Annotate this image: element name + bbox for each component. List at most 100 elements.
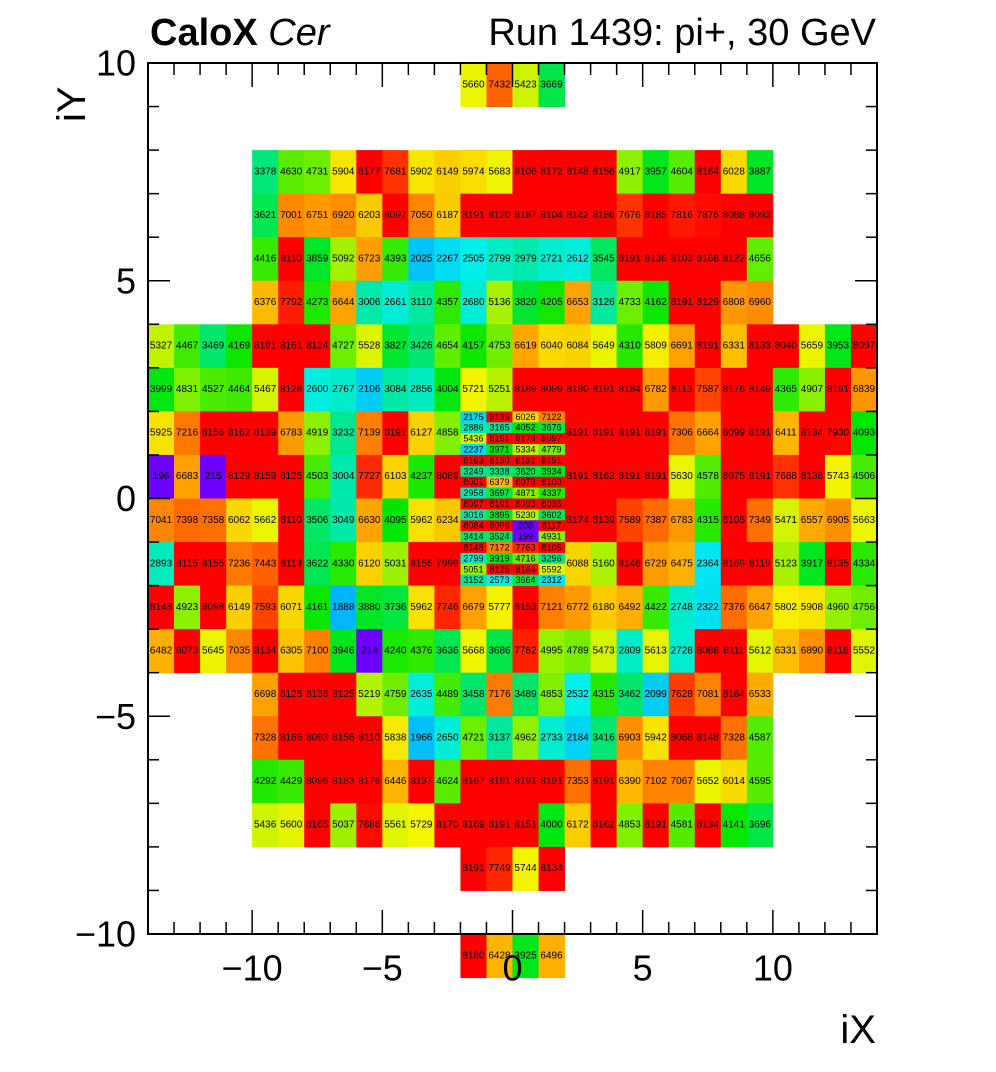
cell-value-label: 4960: [827, 602, 850, 613]
cell-value-label: 6783: [280, 428, 303, 439]
heatmap-cell: [460, 487, 487, 499]
cell-value-label: 8119: [749, 558, 771, 569]
heatmap-cell: [564, 498, 592, 543]
cell-value-label: 7176: [488, 689, 511, 700]
cell-value-label: 8191: [542, 455, 562, 465]
cell-value-label: 4907: [801, 384, 824, 395]
heatmap-cell: [824, 411, 852, 456]
heatmap-cell: [460, 237, 487, 282]
cell-value-label: 6149: [436, 166, 459, 177]
cell-value-label: 6127: [410, 428, 433, 439]
heatmap-cell: [694, 454, 722, 499]
heatmap-cell: [252, 324, 279, 369]
heatmap-cell: [824, 498, 852, 543]
cell-value-label: 8177: [358, 166, 381, 177]
heatmap-cell: [356, 672, 383, 717]
heatmap-cell: [304, 759, 331, 804]
cell-value-label: 2099: [645, 689, 668, 700]
y-axis-label: iY: [50, 86, 94, 122]
cell-value-label: 6446: [384, 776, 407, 787]
cell-value-label: 8191: [645, 428, 668, 439]
heatmap-cell: [538, 367, 566, 412]
heatmap-cell: [772, 411, 800, 456]
heatmap-cell: [460, 672, 487, 717]
heatmap-cell: [408, 411, 435, 456]
axis-ticks: −10 −5 0 5 10 10 5 0 −5 −10: [75, 43, 878, 989]
heatmap-cell: [434, 411, 461, 456]
cell-value-label: 3971: [489, 445, 509, 455]
cell-value-label: 4919: [306, 428, 329, 439]
heatmap-cell: [148, 367, 175, 412]
cell-value-label: 5471: [775, 515, 798, 526]
heatmap-cell: [564, 759, 592, 804]
heatmap-cell: [434, 150, 461, 195]
cell-value-label: 8191: [827, 384, 850, 395]
heatmap-cell: [538, 476, 566, 489]
heatmap-cell: [408, 454, 435, 499]
heatmap-cell: [408, 759, 435, 804]
cell-value-label: 8156: [202, 428, 225, 439]
cell-value-label: 8134: [540, 863, 563, 874]
heatmap-cell: [434, 498, 461, 543]
heatmap-cell: [798, 585, 826, 630]
cell-value-label: 8099: [540, 384, 563, 395]
heatmap-cell: [174, 585, 201, 630]
heatmap-cell: [564, 716, 592, 761]
heatmap-cell: [226, 498, 253, 543]
heatmap-cell: [460, 476, 487, 489]
cell-value-label: 5219: [358, 689, 381, 700]
cell-value-label: 8135: [489, 412, 509, 422]
heatmap-cell: [434, 803, 461, 848]
cell-value-label: 8169: [514, 384, 537, 395]
cell-value-label: 8191: [488, 776, 511, 787]
heatmap-cell: [616, 237, 644, 282]
cell-value-label: 5051: [463, 564, 483, 574]
cell-value-label: 5160: [593, 558, 616, 569]
heatmap-cell: [226, 629, 253, 674]
heatmap-cell: [252, 716, 279, 761]
brand-name: CaloX: [150, 12, 258, 54]
heatmap-cell: [642, 585, 670, 630]
cell-value-label: 6475: [671, 558, 694, 569]
heatmap-cell: [564, 454, 592, 499]
cell-value-label: 5251: [488, 384, 511, 395]
heatmap-cell: [304, 280, 331, 325]
heatmap-cell: [642, 454, 670, 499]
heatmap-cell: [174, 498, 201, 543]
heatmap-cell: [486, 454, 513, 467]
heatmap-cell: [382, 759, 409, 804]
cell-value-label: 8172: [540, 166, 563, 177]
cell-value-label: 4853: [619, 820, 642, 831]
cell-value-label: 8129: [228, 471, 251, 482]
heatmap-cell: [252, 759, 279, 804]
heatmap-cell: [382, 585, 409, 630]
cell-value-label: 8129: [697, 297, 720, 308]
cell-value-label: 2175: [463, 412, 483, 422]
y-tick-label: 0: [116, 478, 136, 519]
cell-value-label: 6305: [280, 645, 303, 656]
cell-value-label: 8113: [280, 558, 302, 569]
run-label: Run 1439: pi+, 30 GeV: [488, 12, 876, 54]
heatmap-cell: [720, 759, 748, 804]
cell-value-label: 8191: [645, 820, 668, 831]
heatmap-cell: [486, 498, 513, 510]
heatmap-cell: [356, 803, 383, 848]
heatmap-cell: [382, 498, 409, 543]
cell-value-label: 8176: [723, 384, 746, 395]
cell-value-label: 4376: [410, 645, 433, 656]
cell-value-label: 5031: [384, 558, 407, 569]
cell-value-label: 4273: [306, 297, 329, 308]
cell-value-label: 5802: [775, 602, 798, 613]
heatmap-cell: [330, 629, 357, 674]
heatmap-cell: [616, 716, 644, 761]
cell-value-label: 5473: [593, 645, 616, 656]
heatmap-cell: [330, 498, 357, 543]
cell-value-label: 4052: [516, 423, 536, 433]
cell-value-label: 8098: [202, 602, 225, 613]
cell-value-label: 4831: [176, 384, 199, 395]
heatmap-cell: [148, 324, 175, 369]
heatmap-cell: [278, 150, 305, 195]
cell-value-label: 5136: [488, 297, 511, 308]
heatmap-cell: [850, 454, 878, 499]
heatmap-cell: [460, 563, 487, 576]
